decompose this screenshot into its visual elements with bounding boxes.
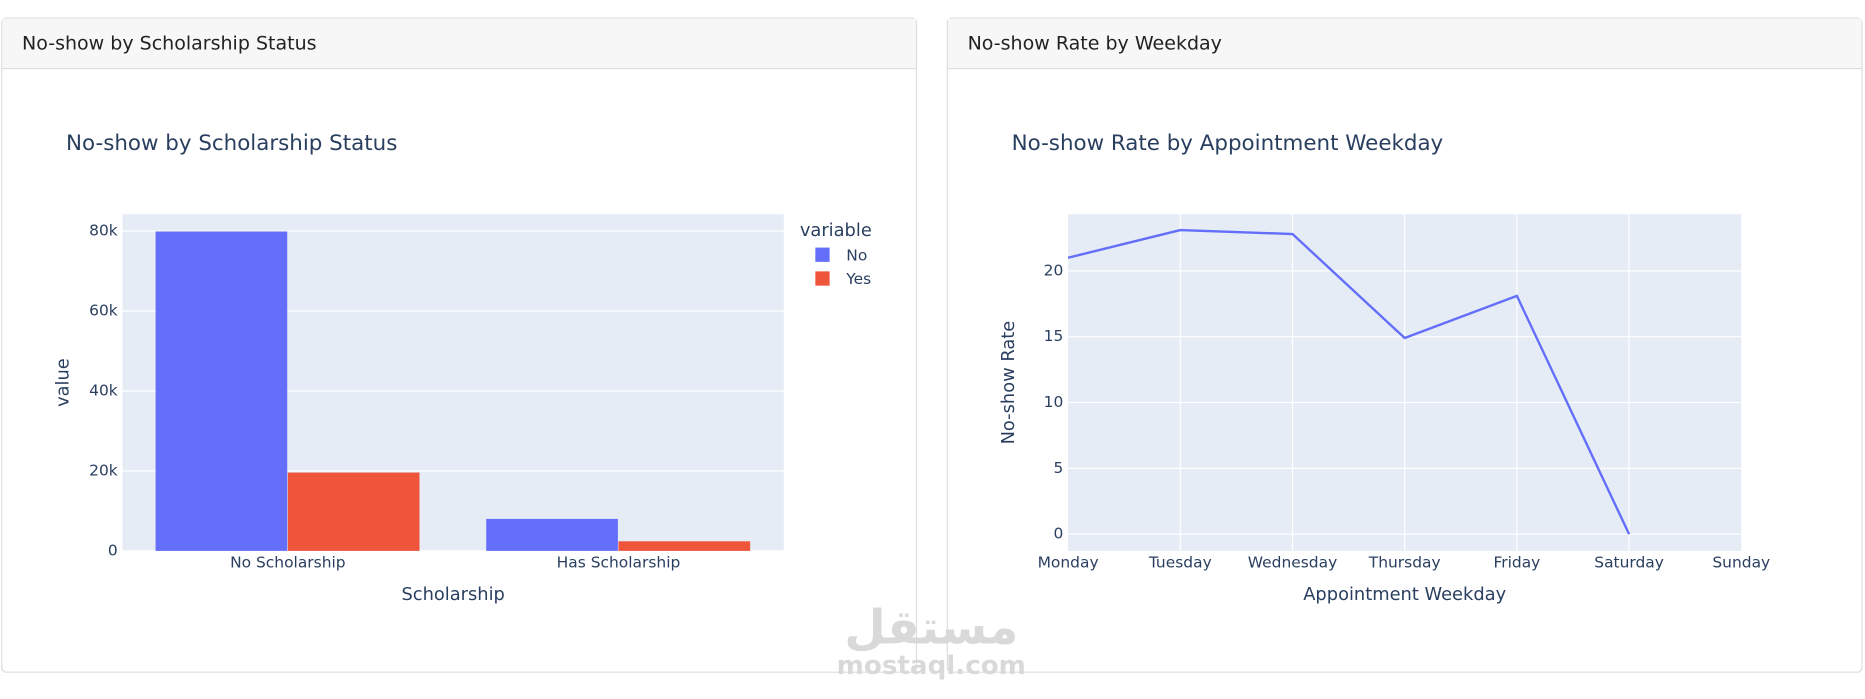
y-tick-label: 10 (1044, 393, 1064, 411)
watermark-arabic: مستقل (844, 601, 1018, 656)
x-axis-title: Scholarship (401, 584, 504, 605)
card-title: No-show by Scholarship Status (22, 33, 317, 55)
bar (486, 518, 618, 551)
x-tick-label: Thursday (1368, 553, 1441, 571)
card-header (947, 18, 1862, 69)
x-axis-title: Appointment Weekday (1303, 584, 1506, 605)
card-title: No-show Rate by Weekday (968, 33, 1222, 55)
line (1067, 228, 1631, 535)
y-axis-title: No-show Rate (998, 321, 1019, 445)
card-header (2, 18, 916, 69)
x-tick-label: Has Scholarship (557, 553, 681, 571)
y-tick-label: 0 (1053, 525, 1063, 543)
bar (618, 541, 751, 551)
bar (155, 231, 288, 551)
legend-title: variable (800, 220, 872, 241)
legend-swatch (815, 247, 830, 262)
x-tick-label: Friday (1493, 553, 1540, 571)
x-tick-label: Wednesday (1248, 553, 1337, 571)
y-tick-label: 15 (1044, 327, 1064, 345)
x-tick-label: Saturday (1594, 553, 1664, 571)
legend-label: Yes (845, 270, 871, 288)
x-tick-label: No Scholarship (230, 553, 346, 571)
y-tick-label: 5 (1053, 459, 1063, 477)
x-tick-label: Monday (1038, 553, 1099, 571)
x-tick-label: Tuesday (1148, 553, 1212, 571)
legend-swatch (815, 271, 830, 286)
y-tick-label: 0 (108, 541, 118, 559)
legend-label: No (846, 246, 867, 264)
y-axis-title: value (53, 358, 74, 407)
watermark-latin: mostaql.com (837, 651, 1026, 681)
y-tick-label: 80k (89, 222, 118, 240)
y-tick-label: 20 (1044, 261, 1064, 279)
y-tick-label: 60k (89, 302, 118, 320)
chart-title: No-show by Scholarship Status (66, 131, 397, 156)
bar (287, 472, 420, 551)
y-tick-label: 20k (89, 461, 118, 479)
y-tick-label: 40k (89, 381, 118, 399)
x-tick-label: Sunday (1712, 553, 1770, 571)
chart-title: No-show Rate by Appointment Weekday (1012, 131, 1444, 156)
